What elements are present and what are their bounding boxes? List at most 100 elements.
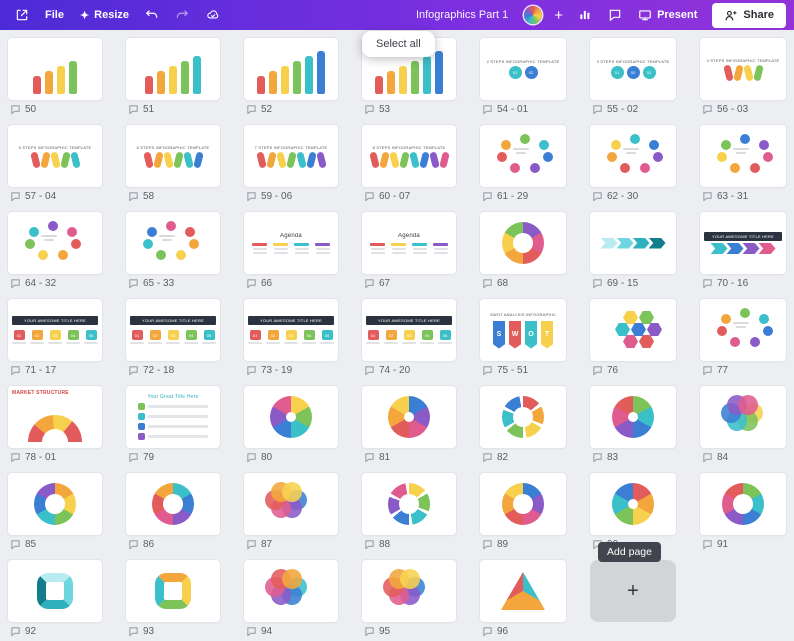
page-comment-icon <box>483 104 492 114</box>
select-all-button[interactable]: Select all <box>362 31 435 57</box>
page-thumbnail[interactable]: 5 STEPS INFOGRAPHIC TEMPLATE <box>8 125 102 187</box>
page-footer: 91 <box>700 537 786 551</box>
page-comment-icon <box>703 539 712 549</box>
page-thumbnail[interactable]: YOUR AWESOME TITLE HERE 01 02 03 04 05 <box>362 299 456 361</box>
page-comment-icon <box>129 452 138 462</box>
page-thumbnail[interactable] <box>590 299 676 361</box>
page-cell: 4 STEPS INFOGRAPHIC TEMPLATE 56 - 03 <box>700 38 786 116</box>
page-thumbnail[interactable] <box>8 38 102 100</box>
thumbnail-art-cycle <box>126 212 220 274</box>
page-thumbnail[interactable] <box>700 299 786 361</box>
page-thumbnail[interactable] <box>480 473 566 535</box>
page-thumbnail[interactable] <box>8 473 102 535</box>
page-number-label: 53 <box>379 103 391 115</box>
file-menu-button[interactable]: File <box>38 5 71 25</box>
redo-button[interactable] <box>168 4 196 26</box>
document-title[interactable]: Infographics Part 1 <box>415 9 509 21</box>
page-number-label: 59 - 06 <box>261 190 293 202</box>
page-thumbnail[interactable] <box>590 473 676 535</box>
page-cell: YOUR AWESOME TITLE HERE 01 02 03 04 05 72 - 18 <box>126 299 220 377</box>
thumbnail-art-bars <box>244 38 338 100</box>
avatar[interactable] <box>524 6 543 24</box>
page-number-label: 61 - 29 <box>497 190 529 202</box>
page-thumbnail[interactable] <box>700 386 786 448</box>
page-footer: 51 <box>126 102 220 116</box>
page-thumbnail[interactable] <box>126 38 220 100</box>
page-thumbnail[interactable] <box>126 212 220 274</box>
page-cell: 80 <box>244 386 338 464</box>
page-thumbnail[interactable] <box>244 560 338 622</box>
page-thumbnail[interactable]: YOUR AWESOME TITLE HERE 01 02 03 04 05 <box>8 299 102 361</box>
page-thumbnail[interactable]: Your Great Title Here <box>126 386 220 448</box>
page-thumbnail[interactable] <box>244 386 338 448</box>
page-comment-icon <box>703 365 712 375</box>
page-thumbnail[interactable]: 7 STEPS INFOGRAPHIC TEMPLATE <box>244 125 338 187</box>
page-thumbnail[interactable] <box>126 560 220 622</box>
page-thumbnail[interactable] <box>480 212 566 274</box>
page-thumbnail[interactable] <box>590 125 676 187</box>
undo-button[interactable] <box>138 4 166 26</box>
page-number-label: 54 - 01 <box>497 103 529 115</box>
resize-button[interactable]: ✦ Resize <box>73 5 136 26</box>
page-comment-icon <box>703 191 712 201</box>
page-thumbnail[interactable] <box>700 473 786 535</box>
page-thumbnail[interactable] <box>590 212 676 274</box>
insights-button[interactable] <box>571 4 599 26</box>
page-thumbnail[interactable] <box>244 38 338 100</box>
page-footer: 63 - 31 <box>700 189 786 203</box>
page-thumbnail[interactable]: SWOT ANALYSIS INFOGRAPHIC S W O T <box>480 299 566 361</box>
page-number-label: 94 <box>261 625 273 637</box>
page-cell: 90 <box>590 473 676 551</box>
page-thumbnail[interactable] <box>362 560 456 622</box>
thumbnail-art-pins: 6 STEPS INFOGRAPHIC TEMPLATE <box>126 125 220 187</box>
page-thumbnail[interactable]: 3 STEPS INFOGRAPHIC TEMPLATE 01 02 03 <box>590 38 676 100</box>
page-thumbnail[interactable]: 2 STEPS INFOGRAPHIC TEMPLATE 01 02 <box>480 38 566 100</box>
page-cell: 61 - 29 <box>480 125 566 203</box>
page-thumbnail[interactable] <box>362 386 456 448</box>
page-thumbnail[interactable] <box>700 125 786 187</box>
share-button[interactable]: Share <box>712 2 786 28</box>
thumbnail-art-flower <box>244 473 338 535</box>
thumbnail-art-bars <box>8 38 102 100</box>
page-footer: 76 <box>590 363 676 377</box>
page-thumbnail[interactable] <box>126 473 220 535</box>
page-number-label: 95 <box>379 625 391 637</box>
page-thumbnail[interactable] <box>480 560 566 622</box>
thumb-title: YOUR AWESOME TITLE HERE <box>704 232 782 241</box>
page-thumbnail[interactable] <box>244 473 338 535</box>
page-thumbnail[interactable]: YOUR AWESOME TITLE HERE <box>700 212 786 274</box>
page-thumbnail[interactable]: 4 STEPS INFOGRAPHIC TEMPLATE <box>700 38 786 100</box>
page-thumbnail[interactable]: Agenda <box>244 212 338 274</box>
thumbnail-art-steps: 3 STEPS INFOGRAPHIC TEMPLATE 01 02 03 <box>590 38 676 100</box>
add-member-button[interactable]: + <box>548 5 569 26</box>
thumbnail-art-cycle <box>480 125 566 187</box>
page-thumbnail[interactable]: 8 STEPS INFOGRAPHIC TEMPLATE <box>362 125 456 187</box>
open-editor-icon[interactable] <box>8 4 36 26</box>
comments-button[interactable] <box>601 4 629 26</box>
page-footer: 89 <box>480 537 566 551</box>
page-thumbnail[interactable]: 6 STEPS INFOGRAPHIC TEMPLATE <box>126 125 220 187</box>
page-thumbnail[interactable] <box>362 473 456 535</box>
page-number-label: 92 <box>25 625 37 637</box>
page-comment-icon <box>11 539 20 549</box>
page-thumbnail[interactable] <box>590 386 676 448</box>
present-button[interactable]: Present <box>631 4 704 26</box>
file-menu-label: File <box>45 9 64 21</box>
page-footer: 56 - 03 <box>700 102 786 116</box>
page-thumbnail[interactable]: MARKET STRUCTURE <box>8 386 102 448</box>
page-thumbnail[interactable] <box>480 125 566 187</box>
page-thumbnail[interactable] <box>480 386 566 448</box>
page-thumbnail[interactable] <box>8 560 102 622</box>
page-footer: 80 <box>244 450 338 464</box>
page-thumbnail[interactable]: YOUR AWESOME TITLE HERE 01 02 03 04 05 <box>244 299 338 361</box>
page-comment-icon <box>129 191 138 201</box>
page-thumbnail[interactable] <box>8 212 102 274</box>
page-footer: 92 <box>8 624 102 638</box>
page-number-label: 63 - 31 <box>717 190 749 202</box>
page-comment-icon <box>483 452 492 462</box>
page-thumbnail[interactable]: YOUR AWESOME TITLE HERE 01 02 03 04 05 <box>126 299 220 361</box>
page-number-label: 96 <box>497 625 509 637</box>
thumb-title: 7 STEPS INFOGRAPHIC TEMPLATE <box>254 144 328 150</box>
add-page-button[interactable]: + <box>590 560 676 622</box>
page-thumbnail[interactable]: Agenda <box>362 212 456 274</box>
